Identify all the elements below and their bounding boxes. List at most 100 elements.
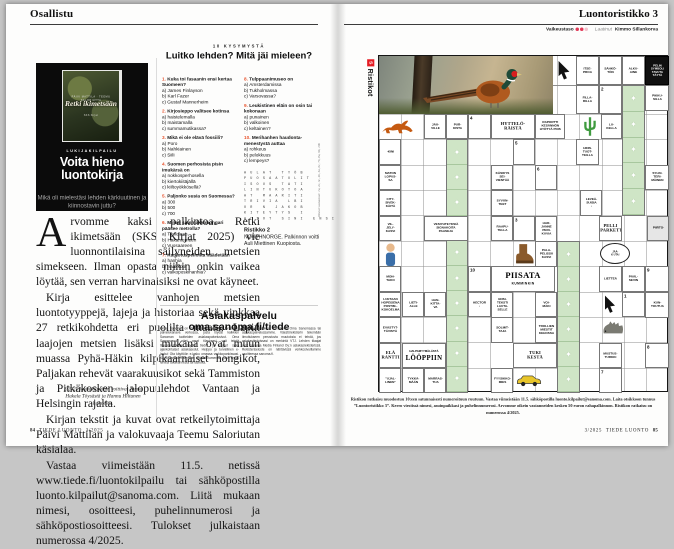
answer-cell-column: ✦ ✦ ✦ ✦ ✦ ✦ [557, 241, 580, 393]
quiz-option: c) lempeys? [244, 157, 270, 164]
answer-cell-column: ✦✦✦✦✦✦✦✦✦✦ [446, 139, 468, 393]
clue-cell: MARRAS- TUA [424, 368, 446, 393]
ristikko2-result: NORTHNORGE. Palkinnon voitti Auli Mietti… [244, 234, 320, 247]
author-label: Laatinut [594, 26, 612, 32]
quiz-option: b) valkoinen [244, 119, 270, 126]
clue-cell: MON- TAKO [379, 266, 401, 292]
difficulty-label: Vaikeustaso [546, 26, 574, 32]
star-cell: ✦ [447, 241, 467, 267]
side-label: S Ristikot [367, 59, 376, 131]
column-divider [156, 58, 157, 418]
hedgehog-icon [601, 318, 625, 338]
star-cell: ✦ [623, 138, 644, 164]
clue-cell: PUR- KISTA [446, 114, 468, 139]
clue-cell: ITSE- PROA [576, 56, 599, 85]
clue-cell: RAAPU- TELLA [491, 216, 513, 241]
previous-winners-note: 2/2025 lukijakilpailun voittivat Janna H… [63, 386, 143, 407]
star-cell: ✦ [623, 112, 644, 138]
clue-cell: PALA- PELISSÄ KASVI [535, 241, 557, 267]
quiz-option: a) Amsterdamissa [244, 81, 282, 88]
vertical-answers-note: Oikeat vastaukset: 1a, 2c, 3c, 4b, 5a, 6… [317, 142, 322, 218]
numbered-solution-cell: 6 [535, 165, 557, 190]
clue-cell: SYVÄN- TEET [491, 190, 513, 216]
pheasant-photo [379, 56, 553, 114]
clue-cell: TYKKÄ- MÄÄN [402, 368, 424, 393]
star-cell: ✦ [447, 140, 467, 166]
numbered-solution-cell: 4 [468, 114, 491, 139]
star-cell: ✦ [558, 267, 579, 292]
clue-cell: KUN- TOUTUA [645, 292, 669, 318]
clue-cell: TUKI KESTÄ [513, 343, 557, 368]
clue-cell: VIL- JELY- KASVI [379, 216, 401, 241]
quiz-option: b) 500 [162, 204, 176, 211]
puzzle-instructions: Ristikon ratkaisu muodostuu 10:een satun… [350, 396, 656, 415]
difficulty-dots [575, 27, 589, 33]
cursor-icon [601, 294, 619, 314]
quiz-option: c) kiiltoyökkösellä? [162, 183, 202, 190]
quiz-option: b) pelokkuus [244, 151, 271, 158]
crossword-grid: ITSE- PROA SÄHKÖ- TÖN ALKU- AINE PELIN SYMB… [378, 55, 669, 393]
contest-standfirst: Mikä oli mielestäsi lehden kärkiuutinen … [37, 193, 147, 209]
black-clue-cell: PELIN SYMBOLI TAVUTA TÄYTÄ [645, 56, 669, 85]
quiz-question: 4. Suomen perhosista pisin imukärsä on a)… [162, 161, 238, 190]
quiz-option: b) Nahkiainen [162, 146, 191, 152]
clue-cell: LEVEÄ- SUISIA ↓ [580, 190, 602, 216]
numbered-solution-cell: 7 [599, 368, 622, 393]
side-label-text: Ristikot [366, 68, 376, 97]
clue-cell: PIKKU- SILLA [645, 85, 669, 111]
clue-cell: ENSI- TEKSTI LAUTA- SELLE [491, 292, 513, 318]
numbered-solution-cell: 1 [622, 292, 645, 317]
clue-cell: SYLIN- TERI- MÄINEN [645, 165, 669, 190]
clue-cell: FILLA- RILLA [576, 85, 599, 114]
clue-cell: ”UJAL- LINEN” [379, 368, 401, 393]
quiz-col-1: 1. Kuka toi fasaanin ensi kertaa Suomeen… [162, 76, 238, 278]
clue-cell: HINN. TUOT- TEILLA [576, 139, 599, 165]
clue-cell: LU- KELLA [601, 114, 622, 139]
numbered-solution-cell: 3 [513, 216, 535, 241]
clue-cell: LUETAAN HOPEISENA POSTIM.- KOKOELMA [379, 292, 401, 317]
quiz-option: a) hanhia [162, 257, 182, 264]
quiz-kicker: 10 KYSYMYSTÄ [212, 43, 266, 49]
quiz-option: b) Hakaniemeen [162, 236, 197, 243]
star-cell: ✦ [447, 367, 467, 392]
quiz-option: c) Siili [162, 151, 175, 158]
service-title: Asiakaspalvelu oma.sanoma.fi/tiede [188, 310, 290, 333]
clue-cell: -KINI [379, 139, 401, 165]
quiz-question: 9. Leukistinen eläin on osin tai kokonaa… [244, 102, 320, 131]
contest-panel: PÄIVI MATTILA · TEEMU SALORIUTTA Retki i… [36, 63, 148, 211]
star-cell: ✦ [623, 189, 644, 215]
quiz-option: c) 700 [162, 210, 176, 216]
clue-cell: HAR- JANNE PERI- KUVIA [535, 216, 557, 242]
clue-with-bold-word: HALPAMYYMÄLÄSTÄ LÖÖPPIIN [402, 343, 446, 368]
quiz-option: c) Gustaf Mannerheim [162, 98, 209, 105]
clue-cell: KÄSIKYS SEI- VIENTÄÄ [491, 165, 513, 190]
ristikko2-title: Ristikko 2 [244, 227, 270, 234]
boot-icon [513, 242, 535, 265]
quiz-question: 10. Merihanhen haudonta­menestystä autta… [244, 135, 320, 164]
clue-cell: HAN- KITTA- VA [424, 292, 446, 317]
clue-cell: LIETTEÄ [599, 266, 622, 292]
numbered-solution-cell: 9 [645, 266, 669, 292]
quiz-option: a) 300 [162, 198, 176, 205]
book-cover-title: Retki ikimetsään [65, 99, 117, 109]
quiz-option: a) James Finlayson [162, 87, 203, 93]
clue-cell: HYTTELÖ- RÄISTÄ [491, 114, 535, 139]
book-cover-author: PÄIVI MATTILA · TEEMU SALORIUTTA [71, 95, 111, 103]
moss [379, 98, 553, 114]
quiz-option: a) punainen [244, 113, 269, 120]
quiz-question: 8. Tulppaanimuseo on a) Amsterdamissa b) T… [244, 76, 320, 99]
star-cell: ✦ [558, 292, 579, 317]
numbered-solution-cell: 2 [599, 85, 622, 114]
cactus-icon [580, 115, 600, 138]
quiz-option: c) Vuosaareen [162, 242, 193, 249]
clue-cell: TROLLIEN MIESTIT KEHOSSA [535, 317, 557, 343]
kangaroo-icon [381, 116, 415, 137]
contest-kicker: LUKIJAKILPAILU [66, 148, 118, 153]
star-cell: ✦ [447, 316, 467, 342]
clue-cell: FYYSIKKO- MIES [491, 368, 513, 393]
quiz-option: b) kiertokiitäjällä [162, 178, 196, 184]
service-col-1: Oma Sanoma on Sanoman asiakkaille tarkoi… [160, 327, 239, 365]
clue-cell: PELLI PARKETT [599, 216, 622, 241]
quiz-question: 6. Minne sammakkobongari pääsee metrolla… [162, 220, 238, 249]
answer-cell-column: ✦ ✦ ✦ ✦ ✦ [622, 85, 645, 216]
